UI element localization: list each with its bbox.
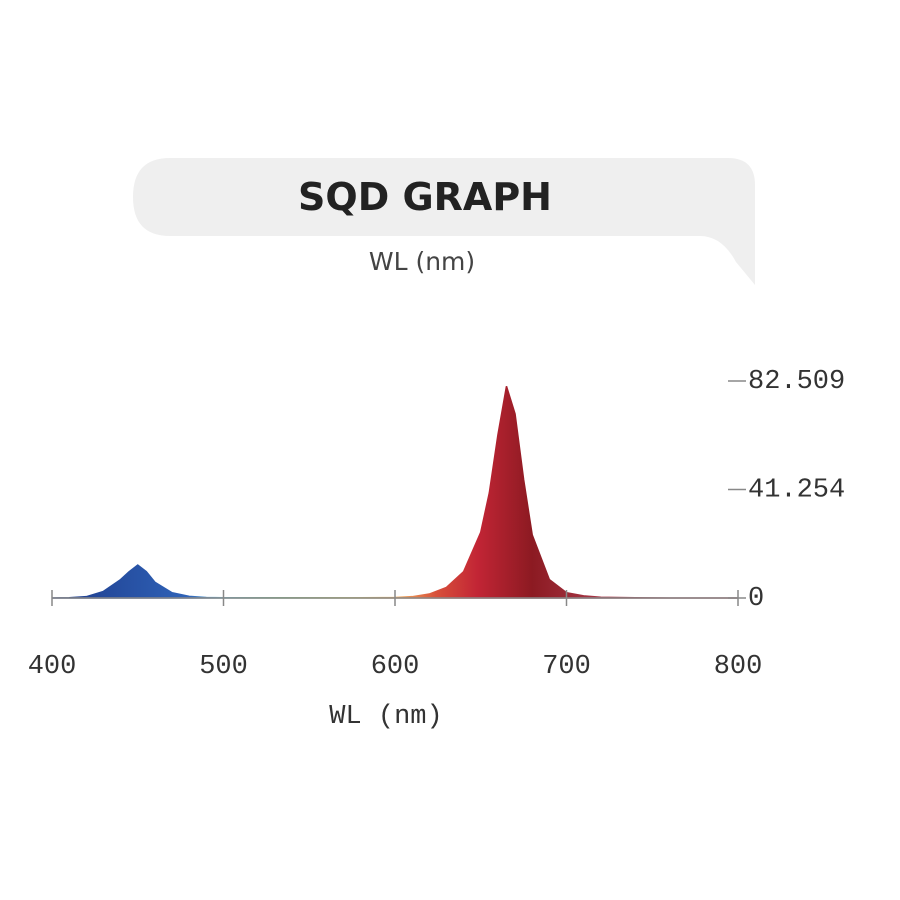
x-tick-label: 500 (199, 652, 248, 682)
y-tick-label: 82.509 (748, 367, 845, 397)
y-tick-label: 41.254 (748, 476, 845, 506)
x-tick-label: 600 (371, 652, 420, 682)
spectrum-area (51, 386, 738, 599)
x-tick-label: 400 (28, 652, 77, 682)
x-tick-label: 700 (542, 652, 591, 682)
x-tick-label: 800 (714, 652, 763, 682)
x-axis-label: WL (nm) (329, 702, 442, 732)
chart-title: SQD GRAPH (298, 175, 552, 219)
y-tick-label: 0 (748, 584, 764, 614)
chart-subtitle: WL (nm) (369, 247, 475, 276)
header-banner (133, 158, 755, 285)
